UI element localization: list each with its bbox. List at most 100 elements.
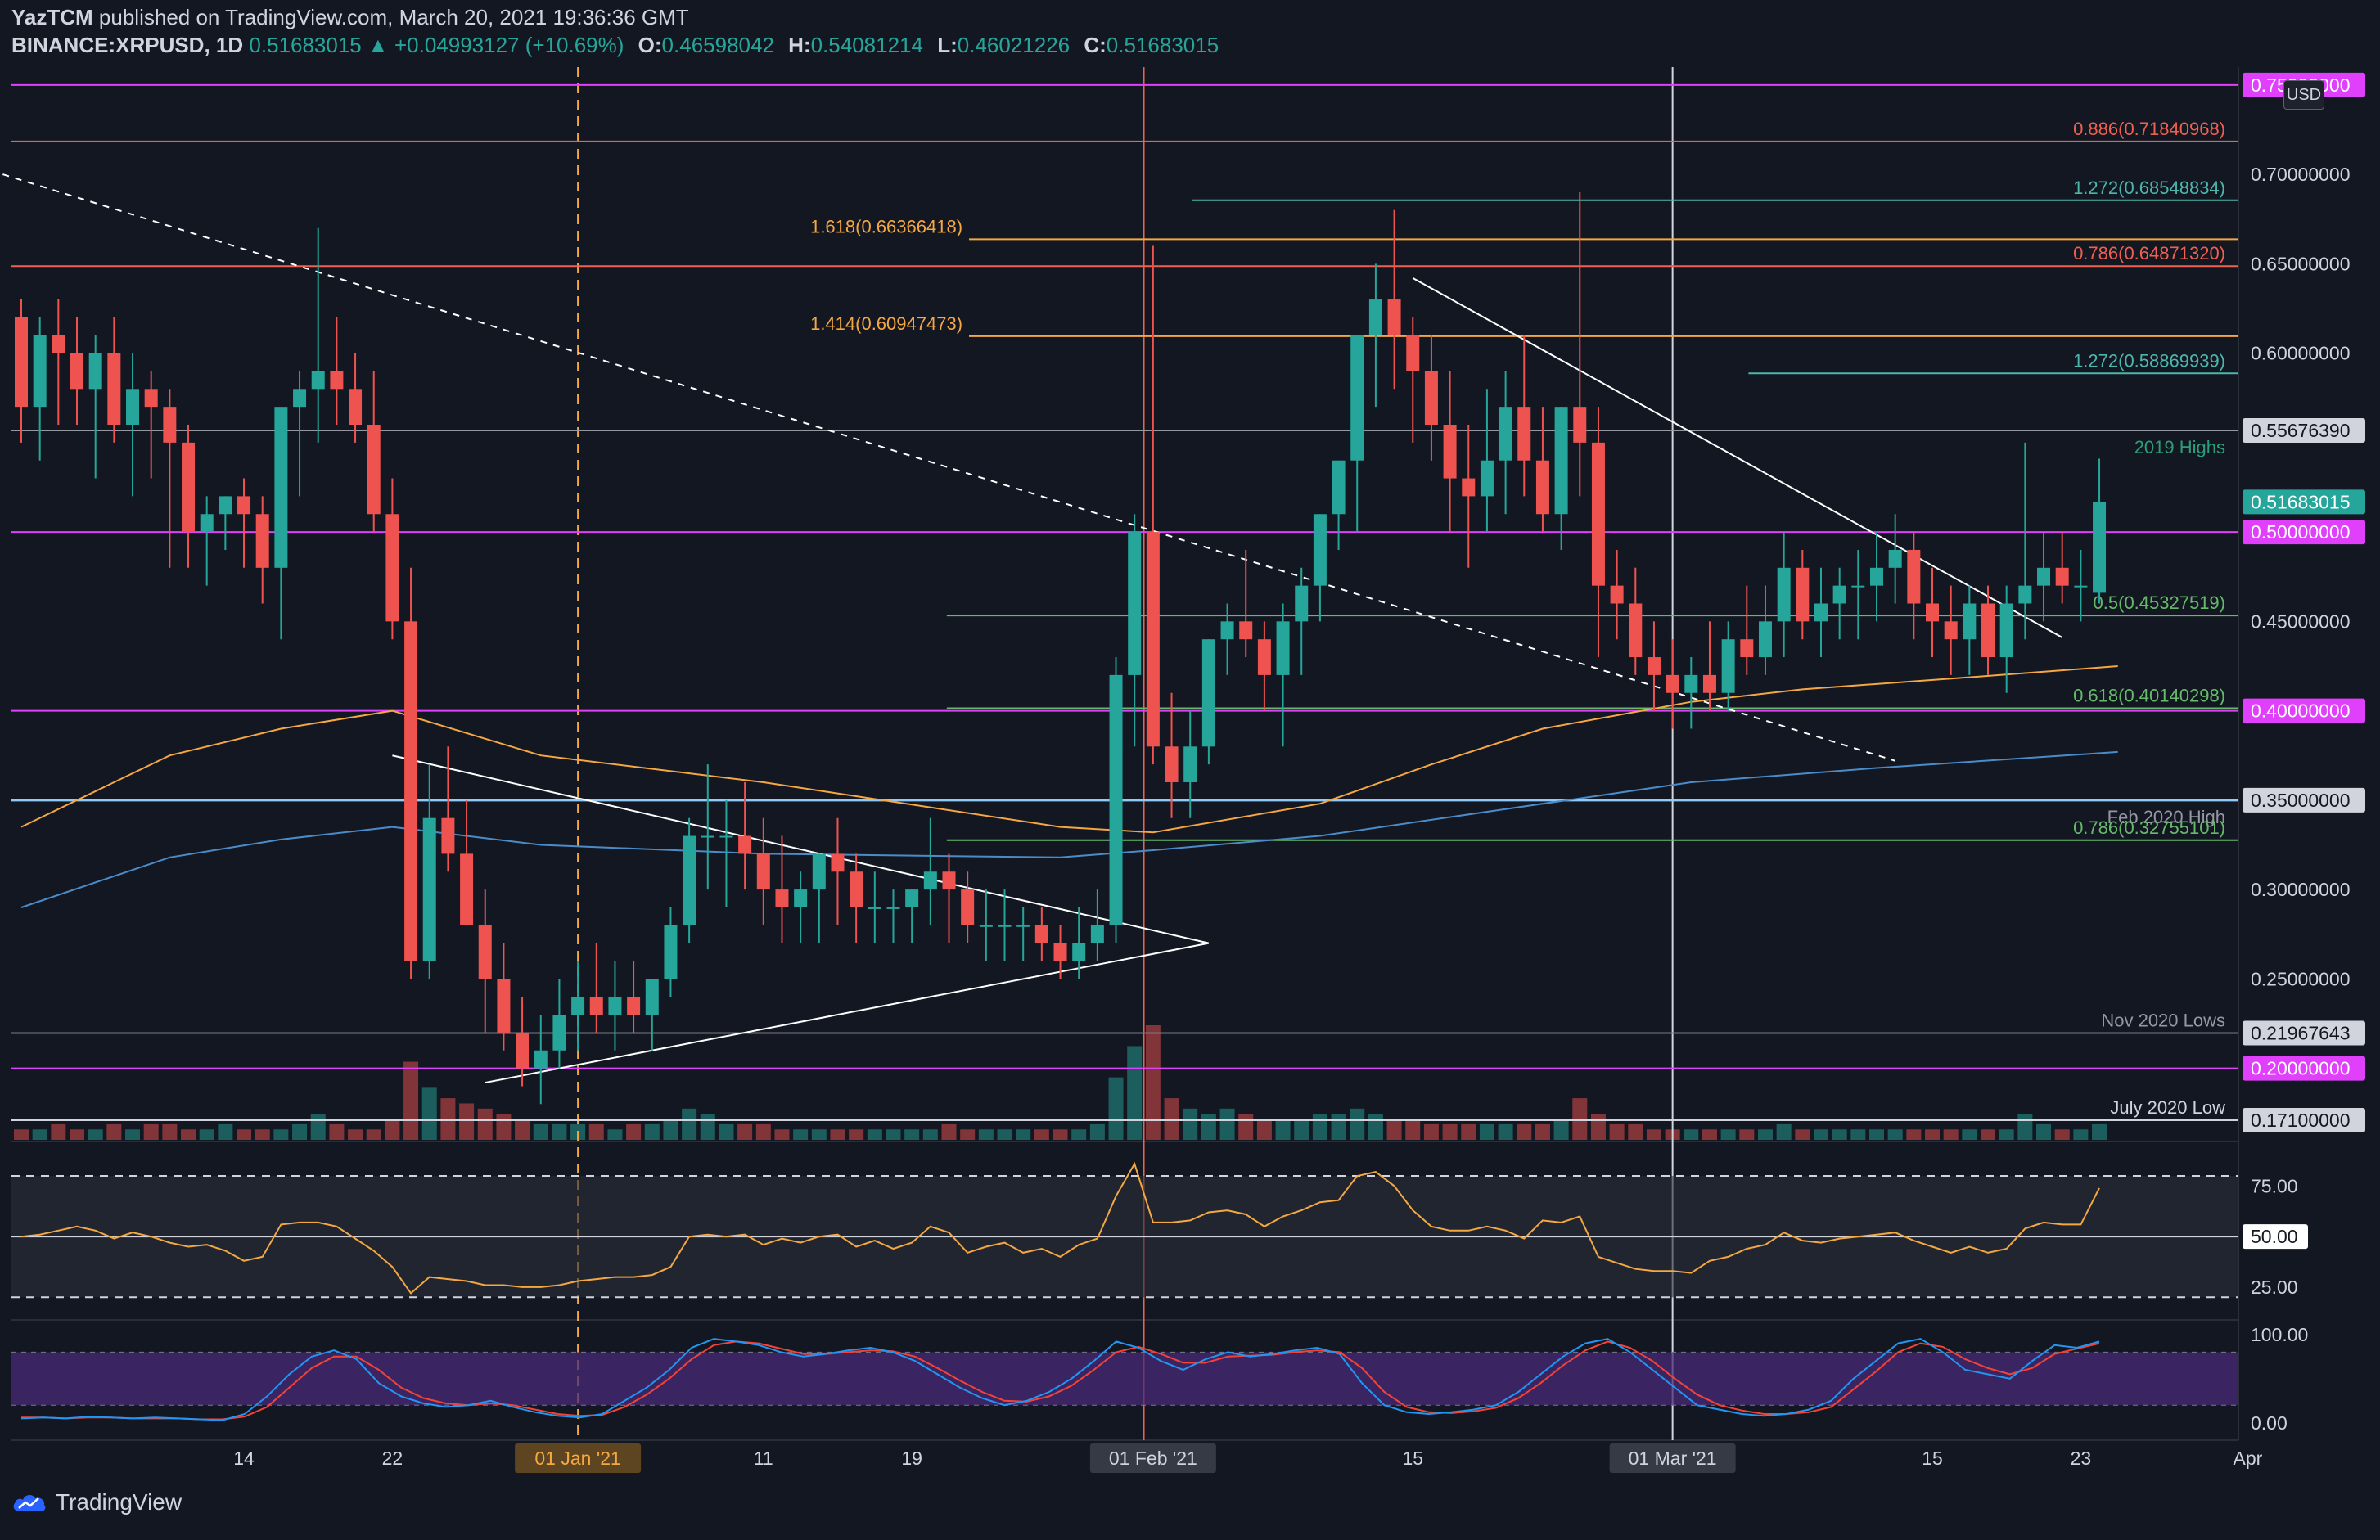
candle-body	[589, 997, 603, 1015]
volume-bar	[2092, 1123, 2107, 1140]
volume-bar	[348, 1129, 363, 1140]
volume-bar	[1943, 1129, 1959, 1140]
volume-bar	[1702, 1129, 1717, 1140]
volume-bar	[737, 1123, 753, 1140]
candle-body	[1758, 621, 1772, 658]
open-value: 0.46598042	[661, 33, 774, 57]
candle-body	[2018, 585, 2032, 604]
candle-body	[1295, 585, 1309, 622]
candle-body	[219, 496, 232, 515]
time-axis-tick: 14	[233, 1448, 255, 1469]
time-axis-tick: 22	[382, 1448, 403, 1469]
price-badge-text: 0.17100000	[2251, 1110, 2351, 1131]
volume-bar	[922, 1129, 938, 1140]
candle-body	[1480, 460, 1494, 497]
volume-bar	[1423, 1123, 1439, 1140]
candle-body	[812, 853, 826, 890]
candle-body	[534, 1050, 548, 1069]
time-axis-tick: 11	[754, 1448, 773, 1469]
trendline	[485, 942, 1210, 1084]
time-axis-tick: 01 Feb '21	[1109, 1448, 1197, 1469]
last-price: 0.51683015	[249, 33, 362, 57]
candle-body	[1554, 407, 1568, 515]
volume-bar	[125, 1129, 141, 1140]
price-axis-tick: 0.70000000	[2251, 164, 2351, 185]
price-badge	[2243, 1020, 2365, 1046]
time-axis-tick: 01 Jan '21	[534, 1448, 620, 1469]
volume-bar	[607, 1129, 623, 1140]
price-axis-tick: 0.45000000	[2251, 610, 2351, 632]
volume-bar	[904, 1129, 920, 1140]
candle-body	[1870, 567, 1883, 586]
symbol-info: BINANCE:XRPUSD, 1D 0.51683015 ▲ +0.04993…	[11, 33, 1219, 58]
level-label: 1.272(0.58869939)	[2073, 350, 2225, 371]
candle-body	[1350, 335, 1364, 461]
volume-bar	[1034, 1129, 1049, 1140]
time-axis-tick: Apr	[2234, 1448, 2263, 1469]
volume-bar	[2054, 1129, 2070, 1140]
candle-body	[311, 371, 325, 390]
candle-body	[404, 621, 418, 961]
author-name[interactable]: YazTCM	[11, 5, 93, 29]
volume-bar	[1720, 1129, 1736, 1140]
candle-body	[1591, 442, 1605, 586]
volume-bar	[1813, 1129, 1828, 1140]
time-axis-tick: 01 Mar '21	[1629, 1448, 1717, 1469]
volume-bar	[310, 1114, 326, 1140]
volume-bar	[1331, 1114, 1346, 1140]
volume-bar	[106, 1123, 122, 1140]
currency-badge[interactable]: USD	[2283, 80, 2324, 110]
stoch-k-line	[20, 1338, 2100, 1421]
time-axis-tick: 15	[1402, 1448, 1423, 1469]
stoch-d-line	[21, 1340, 2100, 1421]
candle-body	[552, 1015, 566, 1051]
price-axis-tick: 0.30000000	[2251, 879, 2351, 900]
candle-body	[1796, 567, 1810, 622]
volume-bar	[1795, 1129, 1810, 1140]
candle-body	[1944, 621, 1958, 640]
volume-bar	[719, 1123, 734, 1140]
volume-bar	[1999, 1129, 2014, 1140]
publish-info: YazTCM published on TradingView.com, Mar…	[11, 5, 689, 30]
volume-bar	[1016, 1129, 1031, 1140]
tradingview-brand: TradingView	[56, 1489, 183, 1515]
level-label: 1.272(0.68548834)	[2073, 178, 2225, 198]
candle-body	[1851, 585, 1865, 588]
volume-bar	[588, 1123, 604, 1140]
volume-bar	[1535, 1123, 1550, 1140]
volume-bar	[1071, 1129, 1087, 1140]
candle-body	[1888, 549, 1902, 568]
candle-body	[1814, 603, 1828, 622]
volume-bar	[1498, 1123, 1513, 1140]
symbol-label[interactable]: BINANCE:XRPUSD, 1D	[11, 33, 244, 57]
volume-bar	[2036, 1123, 2052, 1140]
trendline	[1412, 277, 2063, 638]
volume-bar	[1553, 1119, 1569, 1140]
candle-body	[719, 835, 733, 838]
candle-body	[701, 835, 714, 838]
candle-body	[664, 925, 678, 979]
candle-body	[255, 514, 269, 568]
candle-body	[1926, 603, 1940, 622]
price-badge	[2243, 698, 2365, 723]
level-label: 0.5(0.45327519)	[2094, 592, 2225, 613]
volume-bar	[849, 1129, 864, 1140]
candle-body	[1201, 639, 1215, 747]
price-badge-text: 0.55676390	[2251, 420, 2351, 441]
volume-bar	[1590, 1114, 1606, 1140]
volume-bar	[515, 1119, 530, 1140]
tradingview-cloud-icon	[13, 1495, 46, 1511]
candle-body	[52, 335, 65, 353]
candle-body	[886, 907, 900, 909]
rsi-badge	[2243, 1224, 2308, 1250]
volume-bar	[1127, 1046, 1143, 1140]
candle-body	[478, 925, 492, 979]
candle-body	[1016, 925, 1030, 927]
volume-bar	[1906, 1129, 1922, 1140]
volume-bar	[459, 1103, 475, 1140]
candle-body	[2074, 585, 2088, 588]
level-label: 0.786(0.32755101)	[2073, 817, 2225, 838]
candle-body	[1183, 746, 1197, 782]
tradingview-logo[interactable]: TradingView	[11, 1489, 182, 1515]
